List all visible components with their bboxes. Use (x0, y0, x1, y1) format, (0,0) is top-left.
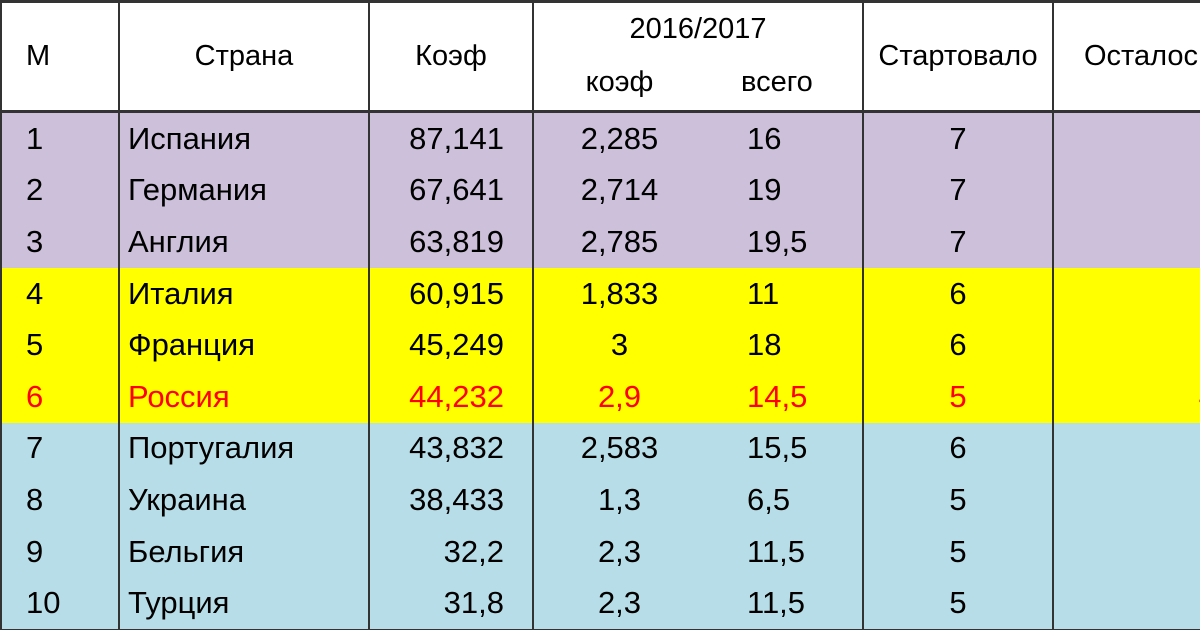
cell-started: 5 (862, 370, 1054, 423)
cell-coef: 45,249 (368, 319, 534, 371)
cell-remaining: 3 (1052, 474, 1200, 526)
cell-season-total: 11,5 (705, 525, 864, 578)
cell-started: 7 (862, 111, 1054, 165)
cell-m: 7 (0, 422, 120, 475)
cell-m: 8 (0, 474, 120, 526)
cell-season-coef: 3 (532, 319, 705, 371)
header-remaining: Осталос (1052, 0, 1200, 113)
cell-m: 6 (0, 370, 120, 423)
cell-season-total: 14,5 (705, 370, 864, 423)
cell-season-coef: 2,785 (532, 216, 705, 268)
header-country: Страна (118, 0, 370, 113)
header-started: Стартовало (862, 0, 1054, 113)
header-season: 2016/2017 (532, 0, 864, 56)
cell-started: 6 (862, 267, 1054, 320)
table-body: 1Испания87,1412,28516772Германия67,6412,… (0, 111, 1200, 630)
cell-started: 5 (862, 474, 1054, 526)
cell-season-coef: 2,9 (532, 370, 705, 423)
cell-season-total: 18 (705, 319, 864, 371)
header-season-coef: коэф (532, 55, 705, 113)
cell-remaining: 4 (1052, 370, 1200, 423)
cell-country: Бельгия (118, 525, 370, 578)
cell-season-total: 16 (705, 111, 864, 165)
cell-country: Франция (118, 319, 370, 371)
cell-remaining: 6 (1052, 164, 1200, 217)
cell-season-total: 19,5 (705, 216, 864, 268)
table-header: М Страна Коэф 2016/2017 Стартовало Остал… (0, 0, 1200, 113)
cell-m: 2 (0, 164, 120, 217)
cell-season-total: 19 (705, 164, 864, 217)
header-m: М (0, 0, 120, 113)
cell-season-coef: 2,3 (532, 525, 705, 578)
cell-started: 6 (862, 319, 1054, 371)
cell-started: 6 (862, 422, 1054, 475)
cell-season-total: 11,5 (705, 577, 864, 630)
cell-started: 7 (862, 164, 1054, 217)
cell-coef: 32,2 (368, 525, 534, 578)
cell-coef: 87,141 (368, 111, 534, 165)
header-season-total: всего (705, 55, 864, 113)
cell-remaining: 7 (1052, 216, 1200, 268)
cell-country: Испания (118, 111, 370, 165)
cell-country: Германия (118, 164, 370, 217)
cell-remaining: 5 (1052, 577, 1200, 630)
cell-started: 5 (862, 577, 1054, 630)
cell-coef: 38,433 (368, 474, 534, 526)
cell-remaining: 5 (1052, 525, 1200, 578)
cell-coef: 60,915 (368, 267, 534, 320)
cell-m: 10 (0, 577, 120, 630)
cell-coef: 31,8 (368, 577, 534, 630)
cell-country: Россия (118, 370, 370, 423)
header-coef: Коэф (368, 0, 534, 113)
cell-coef: 44,232 (368, 370, 534, 423)
cell-started: 7 (862, 216, 1054, 268)
cell-coef: 63,819 (368, 216, 534, 268)
cell-remaining: 7 (1052, 111, 1200, 165)
cell-coef: 43,832 (368, 422, 534, 475)
cell-country: Украина (118, 474, 370, 526)
cell-country: Италия (118, 267, 370, 320)
cell-remaining: 5 (1052, 319, 1200, 371)
cell-m: 5 (0, 319, 120, 371)
cell-season-coef: 1,833 (532, 267, 705, 320)
cell-season-total: 11 (705, 267, 864, 320)
cell-country: Португалия (118, 422, 370, 475)
cell-country: Англия (118, 216, 370, 268)
cell-m: 3 (0, 216, 120, 268)
cell-m: 1 (0, 111, 120, 165)
cell-coef: 67,641 (368, 164, 534, 217)
cell-remaining: 5 (1052, 422, 1200, 475)
cell-season-coef: 2,714 (532, 164, 705, 217)
cell-season-total: 15,5 (705, 422, 864, 475)
cell-m: 9 (0, 525, 120, 578)
cell-country: Турция (118, 577, 370, 630)
cell-season-coef: 2,285 (532, 111, 705, 165)
cell-season-coef: 1,3 (532, 474, 705, 526)
cell-remaining: 6 (1052, 267, 1200, 320)
cell-season-coef: 2,3 (532, 577, 705, 630)
cell-season-total: 6,5 (705, 474, 864, 526)
cell-started: 5 (862, 525, 1054, 578)
cell-season-coef: 2,583 (532, 422, 705, 475)
cell-m: 4 (0, 267, 120, 320)
